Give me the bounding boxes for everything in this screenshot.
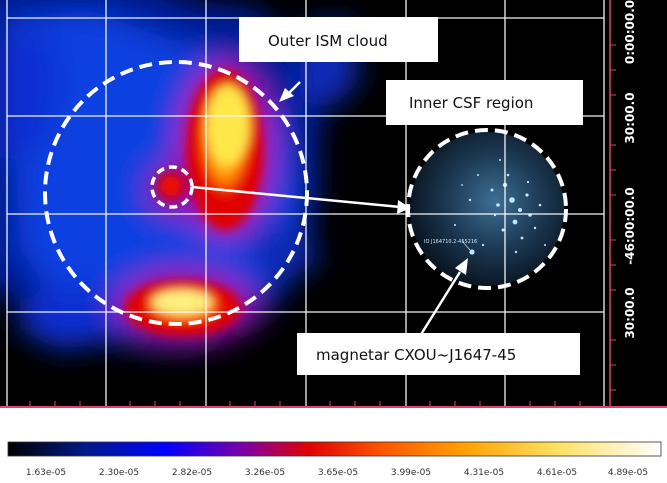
- colorbar-tick-label: 4.89e-05: [608, 468, 648, 478]
- dec-tick-label: 30:00.0: [623, 92, 637, 143]
- colorbar-tick-label: 4.31e-05: [464, 468, 504, 478]
- colorbar: [8, 442, 661, 456]
- ra-tick-label: 44:00.0: [261, 415, 312, 429]
- inset-image: IO J164710.2-455216: [410, 132, 564, 286]
- ra-tick-labels: 50:00.0 48:00.0 46:00.0 44:00.0 42:00.0 …: [22, 415, 663, 429]
- colorbar-tick-label: 3.65e-05: [318, 468, 358, 478]
- ra-tick-label: 42:00.0: [336, 415, 387, 429]
- inner-region-label: Inner CSF region: [409, 94, 533, 112]
- outer-cloud-label: Outer ISM cloud: [268, 32, 388, 50]
- colorbar-tick-labels: 1.63e-05 2.30e-05 2.82e-05 3.26e-05 3.65…: [26, 468, 648, 478]
- ra-tick-label: 16:40:00.0: [419, 415, 492, 429]
- ra-tick-label: 50:00.0: [22, 415, 73, 429]
- colorbar-tick-label: 1.63e-05: [26, 468, 66, 478]
- magnetar-label: magnetar CXOU~J1647-45: [316, 346, 516, 364]
- colorbar-tick-label: 2.30e-05: [99, 468, 139, 478]
- colorbar-tick-label: 2.82e-05: [172, 468, 212, 478]
- dec-tick-label: 30:00.0: [623, 287, 637, 338]
- colorbar-tick-label: 4.61e-05: [537, 468, 577, 478]
- colorbar-tick-label: 3.26e-05: [245, 468, 285, 478]
- colorbar-tick-label: 3.99e-05: [391, 468, 431, 478]
- dec-tick-label: -46:00:00.0: [623, 187, 637, 265]
- magnetar-callout: magnetar CXOU~J1647-45: [297, 333, 580, 375]
- ra-tick-label: 38:00.0: [490, 415, 541, 429]
- inset-source-label: IO J164710.2-455216: [424, 239, 477, 245]
- ra-tick-label: 36:00.0: [554, 415, 605, 429]
- inner-region-callout: Inner CSF region: [386, 80, 583, 125]
- ra-tick-label: 48:00.0: [104, 415, 155, 429]
- outer-cloud-callout: Outer ISM cloud: [239, 17, 438, 62]
- ra-tick-label: 34:00.0: [612, 415, 663, 429]
- dec-tick-label: 0:00:00.0: [623, 0, 637, 64]
- ra-tick-label: 46:00.0: [187, 415, 238, 429]
